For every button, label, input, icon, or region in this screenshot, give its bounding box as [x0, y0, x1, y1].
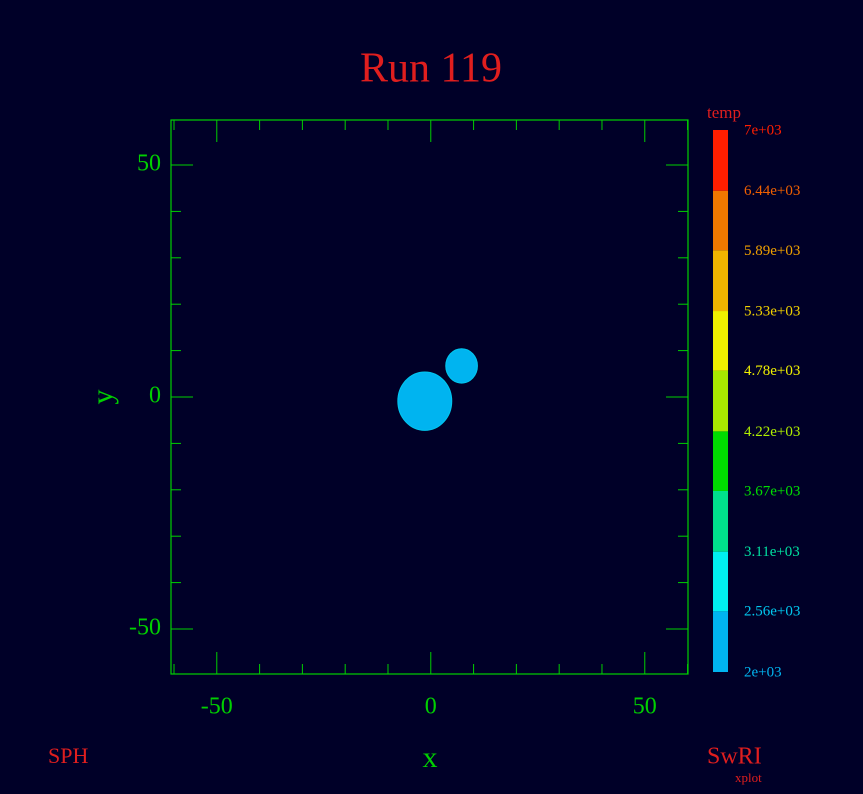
colorbar-segment [713, 431, 728, 491]
footer-right: SwRI [707, 744, 762, 770]
colorbar-tick-label: 5.89e+03 [744, 243, 800, 259]
colorbar-tick-label: 2e+03 [744, 664, 782, 680]
colorbar-segment [713, 190, 728, 251]
x-axis-label: x [423, 741, 438, 774]
colorbar-tick-label: 3.67e+03 [744, 483, 800, 499]
chart-title: Run 119 [360, 46, 502, 92]
colorbar-label: temp [707, 103, 741, 122]
colorbar-tick-label: 7e+03 [744, 122, 782, 138]
y-tick-label: 0 [149, 383, 161, 409]
x-tick-label: 0 [425, 694, 437, 720]
body [397, 371, 453, 431]
body [445, 348, 478, 384]
colorbar-tick-label: 4.78e+03 [744, 363, 800, 379]
colorbar-segment [713, 490, 728, 552]
colorbar-segment [713, 611, 728, 672]
y-tick-label: 50 [137, 151, 161, 177]
colorbar-tick-label: 6.44e+03 [744, 183, 800, 199]
colorbar-tick-label: 3.11e+03 [744, 544, 800, 560]
colorbar-segment [713, 551, 728, 612]
y-tick-label: -50 [129, 614, 161, 640]
colorbar-tick-label: 4.22e+03 [744, 424, 800, 440]
x-tick-label: -50 [201, 694, 233, 720]
x-tick-label: 50 [633, 694, 657, 720]
colorbar-segment [713, 250, 728, 312]
colorbar-segment [713, 130, 728, 191]
y-axis-label: y [86, 390, 119, 405]
colorbar-tick-label: 5.33e+03 [744, 303, 800, 319]
footer-right-sub: xplot [735, 770, 762, 785]
colorbar-segment [713, 370, 728, 432]
footer-left: SPH [48, 743, 88, 768]
colorbar-tick-label: 2.56e+03 [744, 604, 800, 620]
colorbar-segment [713, 311, 728, 371]
